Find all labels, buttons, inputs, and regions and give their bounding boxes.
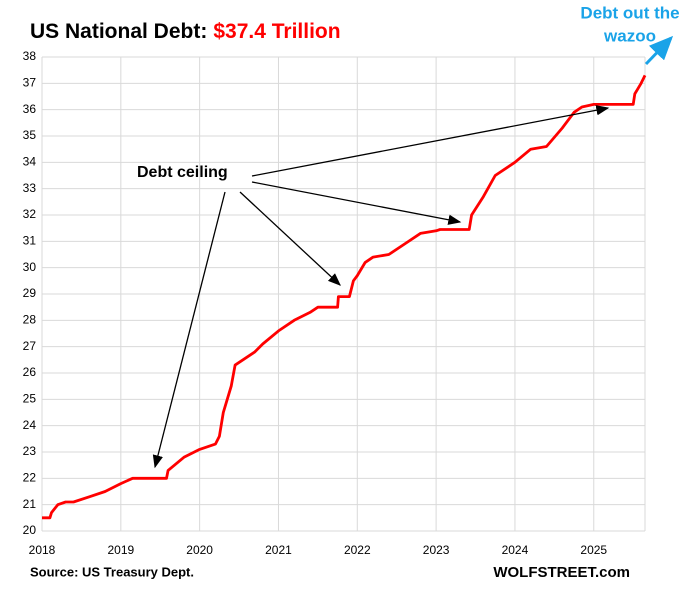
- arrow: [644, 35, 674, 66]
- y-tick-label: 29: [23, 286, 37, 300]
- x-tick-label: 2020: [186, 543, 213, 557]
- chart-title: US National Debt: $37.4 Trillion: [30, 20, 341, 43]
- x-tick-label: 2025: [580, 543, 607, 557]
- arrow: [251, 181, 462, 225]
- y-tick-label: 33: [23, 181, 37, 195]
- y-tick-label: 38: [23, 49, 37, 63]
- y-tick-label: 34: [23, 155, 37, 169]
- annotation: Debt ceiling: [137, 164, 228, 181]
- y-tick-label: 27: [23, 339, 37, 353]
- arrow: [152, 191, 226, 469]
- y-tick-label: 21: [23, 497, 37, 511]
- arrows: [152, 35, 674, 469]
- x-tick-label: 2021: [265, 543, 292, 557]
- y-tick-label: 31: [23, 234, 37, 248]
- title-value: $37.4 Trillion: [213, 20, 340, 43]
- y-tick-label: 20: [23, 523, 37, 537]
- title-text: US National Debt:: [30, 20, 207, 43]
- arrow: [251, 105, 610, 177]
- line: [42, 74, 647, 520]
- y-tick-label: 25: [23, 392, 37, 406]
- y-tick-label: 26: [23, 365, 37, 379]
- credit: WOLFSTREET.com: [493, 564, 630, 581]
- y-tick-label: 30: [23, 260, 37, 274]
- grid: 2021222324252627282930313233343536373820…: [23, 49, 646, 557]
- y-tick-label: 37: [23, 76, 37, 90]
- y-tick-label: 22: [23, 471, 37, 485]
- plot: [42, 74, 647, 520]
- annotation: wazoo: [603, 26, 656, 45]
- source: Source: US Treasury Dept.: [30, 564, 194, 579]
- x-tick-label: 2022: [344, 543, 371, 557]
- y-tick-label: 23: [23, 444, 37, 458]
- x-tick-label: 2018: [29, 543, 56, 557]
- x-tick-label: 2023: [423, 543, 450, 557]
- y-tick-label: 36: [23, 102, 37, 116]
- y-tick-label: 32: [23, 207, 37, 221]
- arrow: [239, 191, 341, 286]
- x-tick-label: 2019: [107, 543, 134, 557]
- annotation: Debt out the: [580, 3, 679, 22]
- y-tick-label: 24: [23, 418, 37, 432]
- y-tick-label: 35: [23, 128, 37, 142]
- y-tick-label: 28: [23, 313, 37, 327]
- x-tick-label: 2024: [502, 543, 529, 557]
